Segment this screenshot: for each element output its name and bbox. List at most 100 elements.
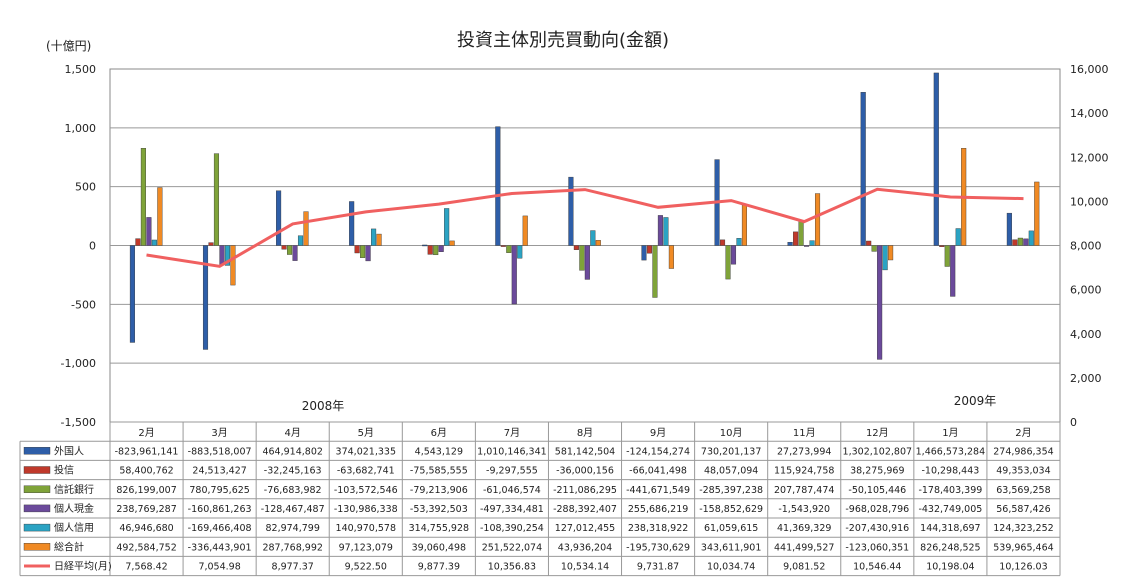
bar bbox=[449, 240, 455, 246]
table-cell: -441,671,549 bbox=[626, 485, 690, 496]
table-cell: 39,060,498 bbox=[412, 542, 466, 553]
legend-label: 投信 bbox=[54, 464, 74, 477]
table-cell: 4,543,129 bbox=[415, 446, 463, 457]
bar bbox=[888, 245, 894, 261]
x-tick-label: 7月 bbox=[504, 427, 520, 439]
table-cell: 464,914,802 bbox=[262, 446, 322, 457]
year-label-2008: 2008年 bbox=[302, 399, 345, 413]
legend-label: 個人現金 bbox=[54, 502, 94, 515]
bar bbox=[584, 245, 590, 280]
table-cell: -178,403,399 bbox=[918, 485, 982, 496]
table-cell: 441,499,527 bbox=[774, 542, 834, 553]
bar bbox=[787, 242, 793, 246]
table-cell: -61,046,574 bbox=[483, 485, 541, 496]
y-tick-label: -1,500 bbox=[61, 416, 96, 429]
y2-tick-label: 8,000 bbox=[1070, 240, 1102, 253]
table-cell: 492,584,752 bbox=[116, 542, 176, 553]
bar bbox=[652, 245, 658, 298]
x-tick-label: 10月 bbox=[720, 427, 743, 439]
y-tick-label: -500 bbox=[71, 298, 96, 311]
table-cell: 1,466,573,284 bbox=[916, 446, 986, 457]
table-cell: -883,518,007 bbox=[188, 446, 252, 457]
table-cell: -128,467,487 bbox=[261, 504, 325, 515]
table-cell: -160,861,263 bbox=[188, 504, 252, 515]
bar bbox=[646, 245, 652, 254]
y2-tick-label: 4,000 bbox=[1070, 328, 1102, 341]
table-cell: 38,275,969 bbox=[850, 466, 904, 477]
table-cell: 539,965,464 bbox=[993, 542, 1053, 553]
bar bbox=[422, 244, 428, 247]
bar bbox=[276, 190, 282, 246]
table-cell: -432,749,005 bbox=[918, 504, 982, 515]
bar bbox=[129, 245, 135, 343]
bar bbox=[1034, 181, 1040, 246]
bar bbox=[579, 245, 585, 271]
table-cell: -968,028,796 bbox=[845, 504, 909, 515]
bar bbox=[1012, 239, 1018, 246]
bar bbox=[297, 235, 304, 246]
table-cell: 124,323,252 bbox=[993, 523, 1053, 534]
table-cell: -50,105,446 bbox=[848, 485, 906, 496]
table-cell: 9,731.87 bbox=[637, 562, 679, 573]
table-cell: -288,392,407 bbox=[553, 504, 617, 515]
bar bbox=[500, 245, 506, 247]
bar bbox=[663, 217, 669, 246]
table-cell: 9,081.52 bbox=[783, 562, 825, 573]
table-cell: -124,154,274 bbox=[626, 446, 690, 457]
y2-tick-label: 16,000 bbox=[1070, 63, 1109, 76]
y-tick-label: -1,000 bbox=[61, 357, 96, 370]
bar bbox=[877, 245, 883, 360]
bar bbox=[230, 245, 236, 286]
table-cell: 8,977.37 bbox=[272, 562, 314, 573]
table-cell: -10,298,443 bbox=[921, 466, 979, 477]
y2-tick-label: 0 bbox=[1070, 416, 1077, 429]
table-cell: 49,353,034 bbox=[996, 466, 1050, 477]
bar bbox=[303, 211, 309, 246]
legend-label: 信託銀行 bbox=[54, 483, 94, 496]
table-cell: -36,000,156 bbox=[556, 466, 614, 477]
table-cell: 826,199,007 bbox=[116, 485, 176, 496]
y-tick-label: 0 bbox=[89, 240, 96, 253]
legend-swatch bbox=[23, 466, 51, 474]
table-cell: 24,513,427 bbox=[192, 466, 246, 477]
bar bbox=[140, 148, 146, 246]
table-cell: -158,852,629 bbox=[699, 504, 763, 515]
table-cell: 97,123,079 bbox=[339, 542, 393, 553]
bar bbox=[871, 245, 877, 252]
table-cell: 9,877.39 bbox=[418, 562, 460, 573]
bar bbox=[860, 92, 866, 246]
bar bbox=[573, 245, 579, 250]
bar bbox=[517, 245, 523, 259]
x-tick-label: 3月 bbox=[211, 427, 227, 439]
bar bbox=[433, 245, 439, 256]
bar bbox=[371, 228, 377, 246]
bar bbox=[725, 245, 731, 280]
bar bbox=[595, 240, 601, 246]
table-cell: 730,201,137 bbox=[701, 446, 761, 457]
table-cell: -79,213,906 bbox=[410, 485, 468, 496]
legend-swatch bbox=[23, 447, 51, 455]
bar bbox=[944, 245, 950, 267]
x-tick-label: 11月 bbox=[793, 427, 816, 439]
x-tick-label: 8月 bbox=[577, 427, 593, 439]
table-cell: 58,400,762 bbox=[119, 466, 173, 477]
bar bbox=[809, 240, 815, 246]
bar bbox=[438, 245, 444, 252]
table-cell: 343,611,901 bbox=[701, 542, 761, 553]
table-cell: 251,522,074 bbox=[482, 542, 542, 553]
table-cell: 780,795,625 bbox=[189, 485, 249, 496]
bar bbox=[349, 201, 355, 246]
bar bbox=[641, 245, 647, 261]
bar bbox=[1006, 212, 1012, 246]
table-cell: 1,302,102,807 bbox=[843, 446, 913, 457]
bar bbox=[933, 72, 939, 246]
x-tick-label: 5月 bbox=[358, 427, 374, 439]
bar bbox=[151, 239, 157, 246]
bar bbox=[365, 245, 371, 262]
table-cell: 41,369,329 bbox=[777, 523, 831, 534]
x-tick-label: 4月 bbox=[285, 427, 301, 439]
table-cell: 82,974,799 bbox=[265, 523, 319, 534]
table-cell: -211,086,295 bbox=[553, 485, 617, 496]
bar bbox=[939, 245, 945, 247]
legend-swatch bbox=[23, 485, 51, 493]
